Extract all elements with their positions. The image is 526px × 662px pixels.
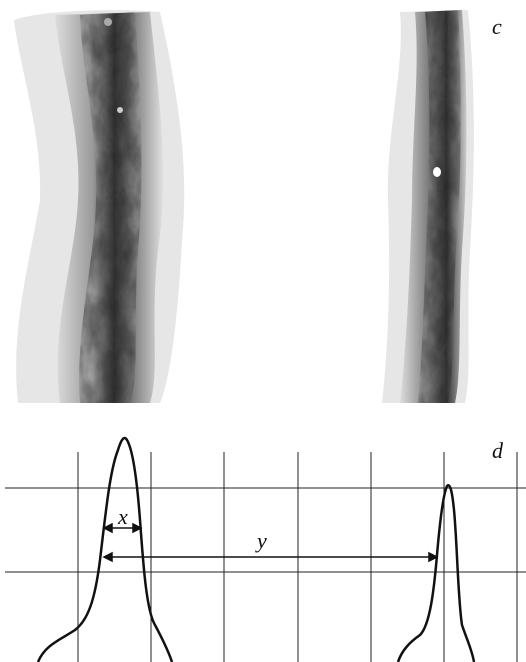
spot <box>433 167 441 177</box>
spot <box>117 107 123 113</box>
annotation: y <box>255 528 267 553</box>
panel-d: x y d <box>5 438 526 662</box>
panel-label: c <box>492 14 502 39</box>
profile-curve <box>38 438 172 662</box>
panel-c: c <box>14 10 502 403</box>
arrow-y <box>104 553 437 561</box>
profile-curve <box>398 485 474 662</box>
panel-label: d <box>492 438 504 463</box>
figure: c x y d <box>0 0 526 662</box>
annotation: x <box>117 504 128 529</box>
spot <box>104 18 112 26</box>
